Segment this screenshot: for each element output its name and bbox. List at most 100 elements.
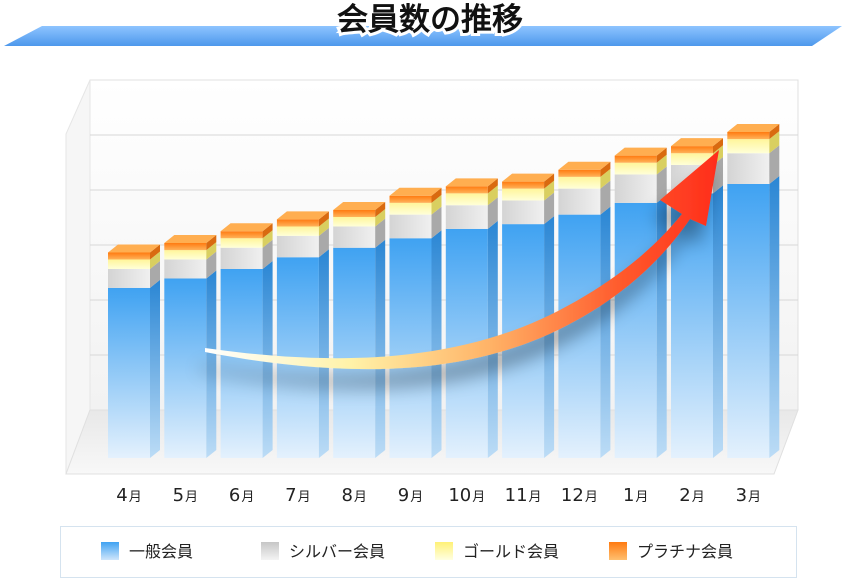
bar-general-2-side	[713, 185, 723, 458]
bar-stack-6	[220, 223, 273, 458]
bar-platinum-11-side	[544, 173, 555, 189]
bar-general-3	[727, 183, 770, 458]
bar-top-2	[671, 138, 723, 147]
bar-silver-3-side	[769, 145, 780, 184]
bar-silver-7-side	[318, 227, 329, 258]
bar-platinum-6	[220, 231, 263, 239]
bar-general-10	[445, 228, 488, 458]
x-tick-number: 5	[172, 485, 185, 506]
x-tick-number: 10	[448, 485, 472, 506]
bar-top-8	[333, 201, 386, 210]
x-tick-unit: 月	[297, 490, 311, 505]
bar-gold-4	[108, 259, 150, 269]
bar-gold-1	[614, 162, 657, 175]
x-tick-number: 7	[285, 485, 297, 506]
bar-platinum-4	[108, 252, 150, 260]
bar-general-8	[333, 247, 376, 458]
bar-platinum-5-side	[206, 235, 217, 251]
bar-platinum-10	[445, 186, 488, 194]
x-tick-label: 5月	[160, 486, 210, 508]
chart-title: 会員数の推移	[337, 2, 523, 38]
bar-general-4-side	[150, 279, 160, 458]
bar-top-10	[445, 178, 498, 187]
bar-stack-9	[389, 187, 442, 458]
bar-platinum-1-side	[656, 147, 667, 163]
x-tick-number: 12	[560, 485, 584, 506]
x-tick-unit: 月	[128, 490, 142, 505]
bar-general-2	[671, 193, 713, 458]
bar-general-12-side	[600, 206, 611, 458]
bar-gold-7-side	[318, 218, 329, 236]
legend-label: プラチナ会員	[637, 542, 734, 561]
x-tick-label: 8月	[329, 486, 379, 508]
bar-general-1	[614, 202, 657, 458]
bar-gold-12	[558, 176, 601, 189]
bar-gold-9-side	[431, 194, 442, 215]
bar-general-5	[164, 278, 207, 458]
bar-general-5-side	[206, 270, 217, 458]
bar-platinum-3	[727, 131, 770, 140]
bar-general-6	[220, 269, 263, 458]
bar-gold-9	[389, 202, 432, 215]
bar-stack-1	[614, 147, 667, 458]
legend-label: ゴールド会員	[463, 542, 560, 561]
bar-stack-3	[727, 123, 780, 458]
bar-silver-1-side	[656, 166, 667, 203]
legend-label: 一般会員	[129, 542, 194, 561]
x-tick-label: 3月	[723, 486, 773, 508]
bar-gold-3	[727, 139, 770, 154]
bar-platinum-7	[276, 219, 319, 227]
bar-general-9	[389, 238, 432, 458]
x-tick-label: 7月	[273, 486, 323, 508]
x-tick-unit: 月	[635, 490, 649, 505]
bar-silver-5	[164, 259, 207, 279]
bar-silver-6-side	[262, 239, 273, 269]
x-tick-unit: 月	[241, 490, 255, 505]
bar-platinum-1	[614, 155, 657, 163]
bar-top-1	[614, 147, 667, 156]
bar-stack-12	[558, 161, 611, 458]
bar-general-11-side	[544, 216, 555, 458]
x-tick-unit: 月	[472, 490, 486, 505]
bar-silver-12	[558, 188, 601, 215]
x-tick-label: 11月	[498, 486, 548, 508]
x-tick-unit: 月	[353, 490, 367, 505]
x-tick-number: 2	[679, 485, 691, 506]
bar-stack-5	[164, 235, 217, 458]
bar-top-3	[727, 123, 780, 132]
x-tick-label: 6月	[217, 486, 267, 508]
x-tick-number: 9	[397, 485, 410, 506]
bar-gold-6	[220, 238, 263, 248]
bar-top-11	[502, 173, 555, 182]
x-tick-unit: 月	[748, 490, 762, 505]
bar-general-7-side	[318, 249, 329, 458]
bar-stack-7	[276, 211, 329, 458]
x-tick-unit: 月	[528, 490, 542, 505]
bar-platinum-4-side	[150, 244, 160, 260]
bar-gold-5	[164, 250, 207, 260]
x-tick-number: 3	[735, 485, 748, 506]
bar-general-4	[108, 287, 150, 458]
bar-silver-3	[727, 153, 770, 184]
x-tick-label: 10月	[442, 486, 492, 508]
bar-silver-5-side	[206, 251, 217, 279]
bar-top-9	[389, 187, 442, 196]
legend-swatch	[261, 542, 279, 560]
bar-platinum-8-side	[375, 201, 386, 218]
bar-general-8-side	[375, 239, 386, 458]
bar-platinum-11	[502, 181, 545, 189]
bar-general-1-side	[656, 194, 667, 458]
bar-platinum-2	[671, 146, 713, 154]
bar-silver-4-side	[150, 261, 160, 288]
bar-platinum-10-side	[487, 178, 498, 194]
bar-silver-8	[333, 226, 376, 248]
bar-platinum-12-side	[600, 161, 611, 177]
bar-gold-8	[333, 217, 376, 227]
x-tick-label: 12月	[554, 486, 604, 508]
bar-stack-10	[445, 178, 498, 458]
bar-gold-1-side	[656, 154, 667, 175]
x-tick-unit: 月	[185, 490, 199, 505]
bar-silver-11	[502, 200, 545, 225]
bar-silver-9-side	[431, 206, 442, 239]
